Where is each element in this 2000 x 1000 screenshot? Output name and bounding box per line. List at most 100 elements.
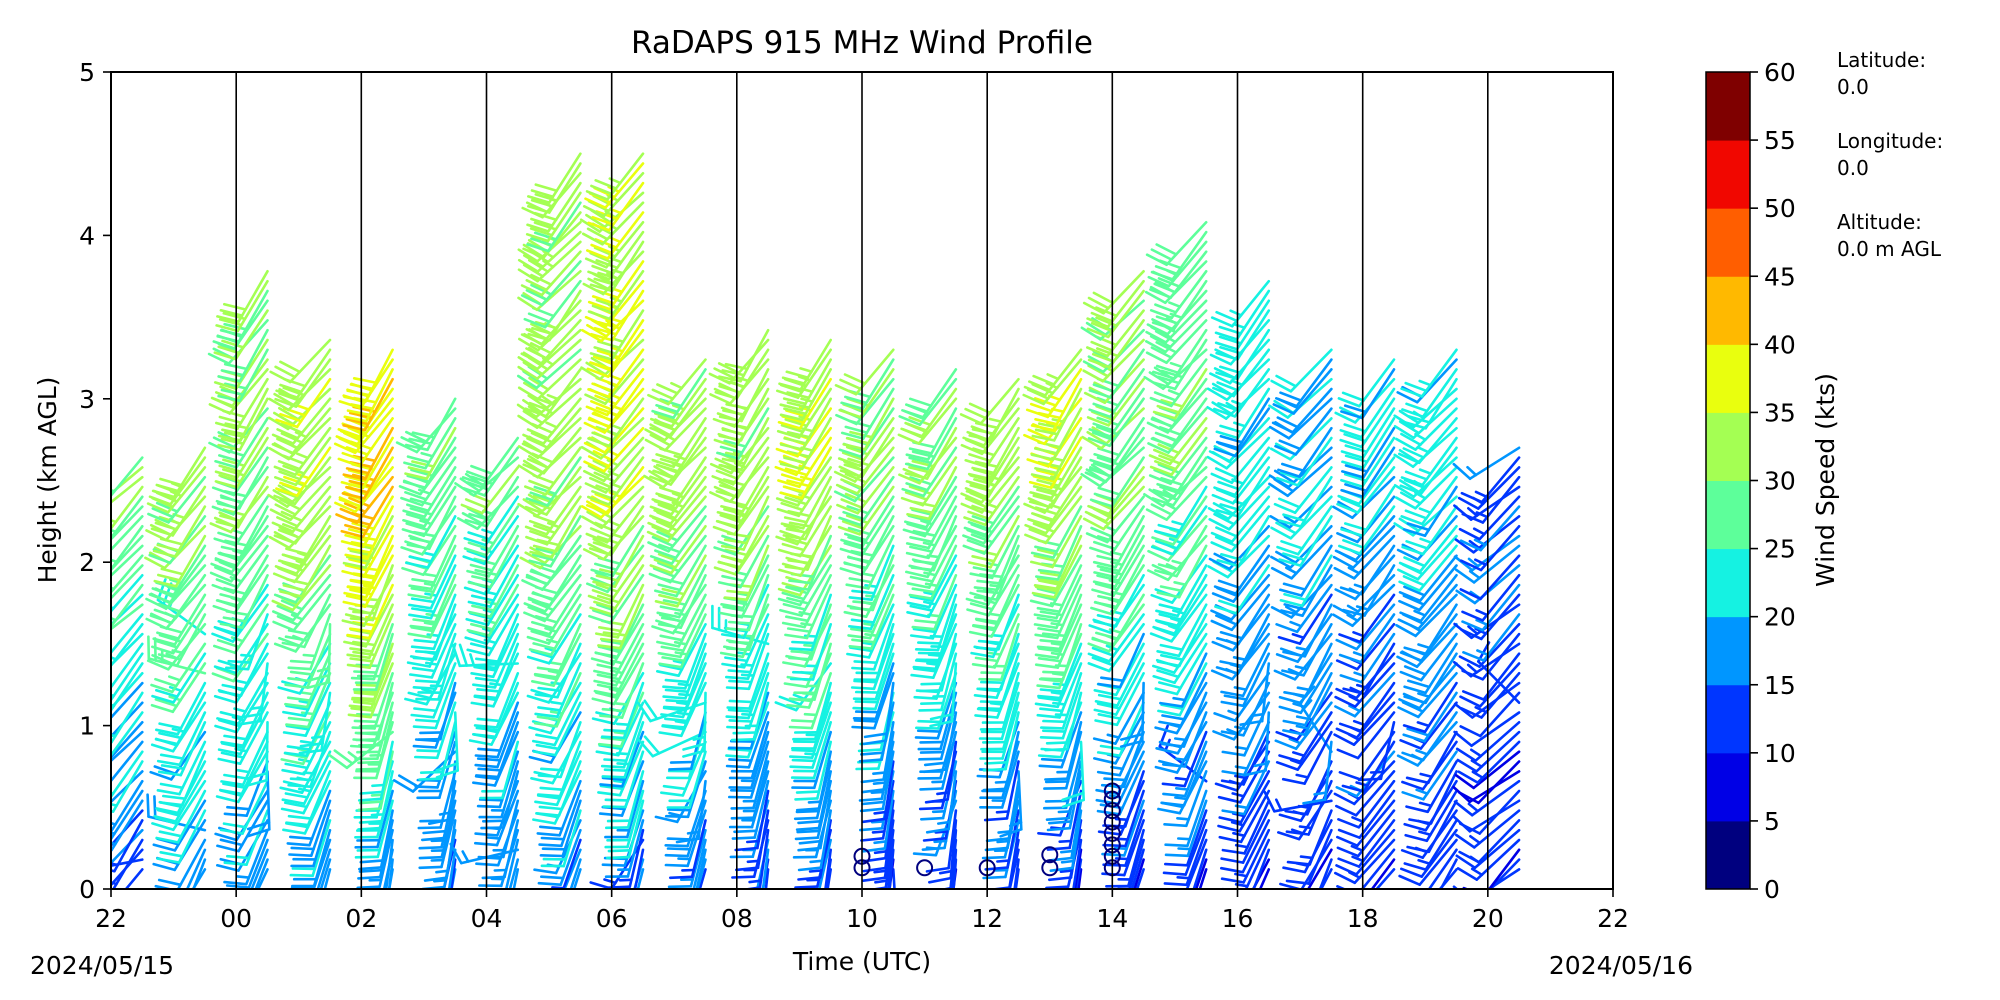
barb-flag — [348, 479, 373, 488]
barb-staff — [496, 720, 520, 779]
barb-flag — [591, 717, 616, 726]
barb-staff — [472, 456, 520, 497]
barb-staff — [870, 544, 895, 602]
barb-flag — [219, 710, 244, 719]
barb-half-flag — [741, 712, 756, 717]
wind-barb — [790, 691, 833, 750]
barb-staff — [368, 534, 394, 591]
barb-flag — [723, 439, 748, 448]
barb-flag — [287, 676, 312, 683]
wind-barb — [111, 750, 144, 799]
wind-barb — [728, 720, 770, 780]
barb-half-flag — [1172, 696, 1187, 702]
barb-flag — [269, 508, 292, 522]
barb-flag — [928, 898, 950, 902]
barb-flag — [657, 503, 681, 514]
barb-flag — [148, 553, 172, 565]
barb-flag — [217, 434, 242, 442]
barb-flag — [1039, 735, 1065, 740]
wind-barb — [647, 358, 707, 406]
wind-barb — [408, 564, 457, 620]
barb-flag — [1219, 630, 1244, 640]
barb-half-flag — [804, 664, 819, 668]
barb-staff — [316, 848, 332, 889]
barb-half-flag — [295, 481, 310, 489]
barb-flag — [145, 529, 168, 542]
barb-flag — [721, 428, 746, 436]
barb-staff — [684, 652, 707, 710]
barb-flag — [160, 567, 185, 576]
barb-staff — [677, 564, 707, 619]
barb-flag — [533, 524, 557, 535]
barb-flag — [918, 757, 943, 761]
barb-flag — [1152, 674, 1176, 685]
barb-flag — [586, 367, 610, 378]
barb-flag — [585, 361, 607, 376]
barb-flag — [151, 507, 175, 519]
barb-flag — [90, 492, 108, 505]
barb-flag — [591, 489, 615, 501]
barb-flag — [1211, 493, 1235, 505]
barb-flag — [146, 793, 150, 818]
barb-staff — [302, 720, 332, 776]
barb-flag — [278, 392, 302, 403]
barb-staff — [238, 456, 269, 510]
barb-flag — [220, 369, 245, 377]
barb-flag — [287, 814, 313, 820]
barb-flag — [866, 898, 888, 902]
barb-staff — [546, 191, 582, 243]
barb-staff — [546, 181, 582, 233]
barb-flag — [1038, 764, 1063, 769]
barb-staff — [233, 603, 269, 655]
barb-flag — [786, 479, 811, 488]
barb-staff — [237, 799, 269, 853]
barb-flag — [213, 537, 237, 547]
barb-staff — [111, 770, 144, 804]
barb-flag — [973, 586, 998, 592]
barb-flag — [156, 759, 181, 767]
barb-flag — [282, 584, 307, 592]
barb-flag — [851, 589, 876, 595]
barb-flag — [853, 660, 878, 665]
barb-flag — [402, 509, 426, 519]
barb-staff — [557, 760, 582, 817]
barb-staff — [616, 583, 645, 639]
barb-flag — [519, 556, 542, 570]
wind-barb — [1150, 230, 1208, 281]
barb-staff — [535, 338, 582, 381]
barb-staff — [256, 868, 269, 889]
barb-staff — [667, 505, 707, 553]
barb-flag — [337, 428, 361, 438]
barb-half-flag — [873, 810, 888, 815]
barb-flag — [523, 317, 547, 329]
wind-barb — [284, 632, 332, 689]
barb-flag — [89, 585, 109, 594]
barb-flag — [528, 755, 553, 764]
wind-barb — [323, 868, 332, 889]
barb-flag — [795, 807, 821, 812]
barb-half-flag — [420, 451, 435, 458]
barb-staff — [111, 750, 144, 799]
barb-flag — [845, 583, 870, 590]
barb-staff — [858, 475, 895, 527]
barb-flag — [341, 451, 365, 462]
barb-staff — [458, 662, 520, 668]
wind-barb — [851, 671, 895, 730]
barb-staff — [232, 544, 269, 595]
barb-staff — [546, 201, 582, 253]
barb-flag — [79, 627, 97, 640]
barb-flag — [111, 828, 113, 832]
barb-staff — [423, 466, 457, 519]
wind-barb — [587, 269, 645, 321]
barb-staff — [607, 348, 645, 399]
barb-flag — [211, 486, 236, 497]
barb-flag — [520, 284, 544, 297]
barb-flag — [847, 526, 872, 536]
barb-staff — [312, 809, 332, 868]
barb-flag — [225, 666, 250, 671]
barb-flag — [791, 640, 816, 645]
barb-staff — [111, 534, 144, 572]
barb-staff — [232, 446, 269, 497]
barb-flag — [850, 686, 876, 691]
barb-flag — [351, 640, 377, 647]
